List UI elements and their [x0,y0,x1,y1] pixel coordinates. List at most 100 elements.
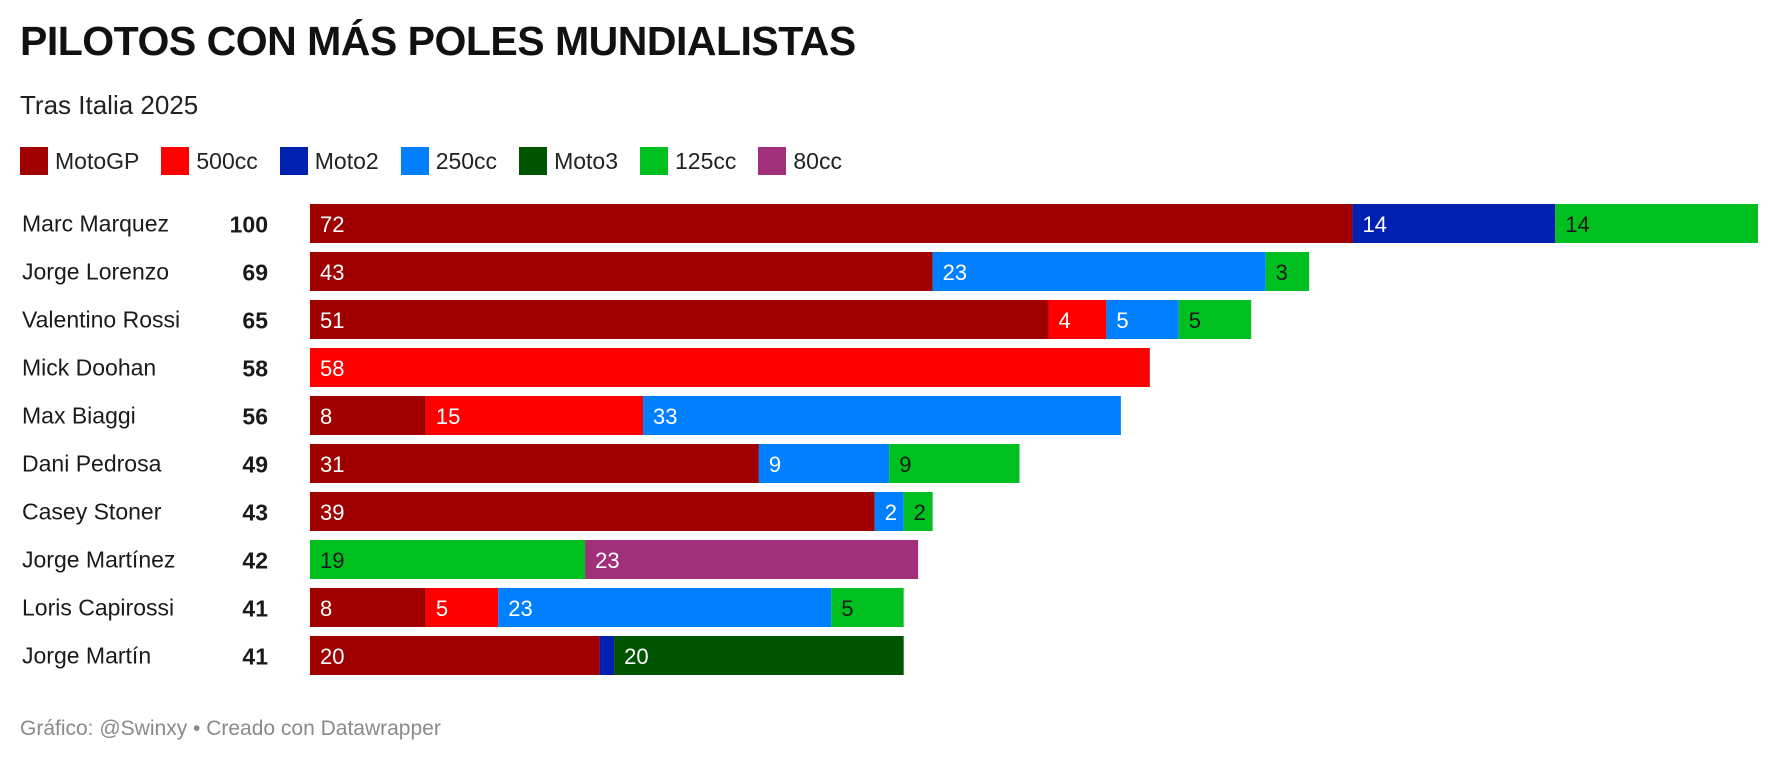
data-label: 72 [320,212,344,237]
category-label: Valentino Rossi [22,307,180,333]
legend-swatch [20,147,48,175]
category-label: Mick Doohan [22,355,156,381]
legend-item: MotoGP [20,147,139,175]
data-label: 43 [320,260,344,285]
data-label: 5 [436,596,448,621]
category-label: Dani Pedrosa [22,451,162,477]
data-label: 23 [595,548,619,573]
bar-segment [310,588,426,627]
bar-segment [599,636,615,675]
bar-segment [425,588,499,627]
total-label: 41 [242,644,268,670]
bar-segment [903,492,933,531]
data-label: 2 [914,500,926,525]
data-label: 20 [624,644,648,669]
bar-segment [1555,204,1758,243]
data-label: 15 [436,404,460,429]
total-label: 65 [242,308,268,334]
data-label: 23 [508,596,532,621]
category-label: Jorge Lorenzo [22,259,169,285]
legend-item: 125cc [640,147,736,175]
legend-label: 125cc [675,147,737,174]
bar-segment [1048,300,1107,339]
data-label: 9 [899,452,911,477]
legend-swatch [519,147,548,175]
legend-swatch [161,147,190,175]
bar-segment [498,588,832,627]
legend-item: Moto3 [519,147,618,175]
data-label: 19 [320,548,344,573]
data-label: 31 [320,452,344,477]
bar-segment [310,396,426,435]
total-label: 100 [230,212,268,238]
bar-segment [758,444,890,483]
data-label: 3 [1276,260,1288,285]
data-label: 14 [1363,212,1387,237]
category-label: Jorge Martínez [22,547,175,573]
bar-segment [874,492,904,531]
bar-segment [310,540,586,579]
legend-label: 80cc [793,147,842,174]
legend-item: 250cc [400,147,498,175]
category-label: Marc Marquez [22,211,169,237]
total-label: 56 [242,404,268,430]
legend: MotoGP 500cc Moto2 250cc Moto3 125cc 80cc [20,147,842,175]
bar-segment [1106,300,1179,339]
bar-segment [310,204,1353,243]
bar-segment [585,540,919,579]
legend-label: MotoGP [55,147,140,174]
footer-credit: Gráfico: @Swinxy • Creado con Datawrappe… [20,717,441,740]
data-label: 5 [1116,308,1128,333]
bar-segment [831,588,904,627]
bar-segment [310,348,1150,387]
data-label: 5 [1189,308,1201,333]
category-label: Max Biaggi [22,403,136,429]
category-label: Loris Capirossi [22,595,174,621]
legend-label: Moto2 [314,147,379,174]
bar-segment [310,252,933,291]
bar-segment [932,252,1266,291]
total-label: 69 [242,260,268,286]
total-label: 49 [242,452,268,478]
legend-label: Moto3 [554,147,618,174]
data-label: 23 [943,260,967,285]
legend-label: 250cc [435,147,498,174]
data-label: 2 [885,500,897,525]
bar-segment [425,396,644,435]
legend-swatch [400,147,429,175]
data-label: 5 [841,596,853,621]
bar-segment [1265,252,1310,291]
category-label: Casey Stoner [22,499,162,525]
bar-segment [1352,204,1556,243]
data-label: 39 [320,500,344,525]
total-label: 58 [242,356,268,382]
total-label: 43 [242,500,268,526]
data-label: 51 [320,308,344,333]
data-label: 8 [320,596,332,621]
data-label: 58 [320,356,344,381]
data-label: 33 [653,404,677,429]
legend-swatch [640,147,668,175]
category-label: Jorge Martín [22,643,151,669]
bar-segment [889,444,1020,483]
bar-segment [614,636,904,675]
chart-title: PILOTOS CON MÁS POLES MUNDIALISTAS [20,18,856,64]
data-label: 4 [1058,308,1070,333]
total-label: 42 [242,548,268,574]
data-label: 8 [320,404,332,429]
bar-segment [310,444,759,483]
legend-item: 500cc [161,147,258,175]
bar-segment [310,636,600,675]
data-label: 14 [1565,212,1589,237]
legend-swatch [758,147,787,175]
legend-item: 80cc [758,147,842,175]
total-label: 41 [242,596,268,622]
legend-item: Moto2 [279,147,379,175]
bar-segment [643,396,1121,435]
bar-segment [310,492,875,531]
bar-segment [310,300,1049,339]
legend-label: 500cc [196,147,258,174]
data-label: 9 [769,452,781,477]
data-label: 20 [320,644,344,669]
